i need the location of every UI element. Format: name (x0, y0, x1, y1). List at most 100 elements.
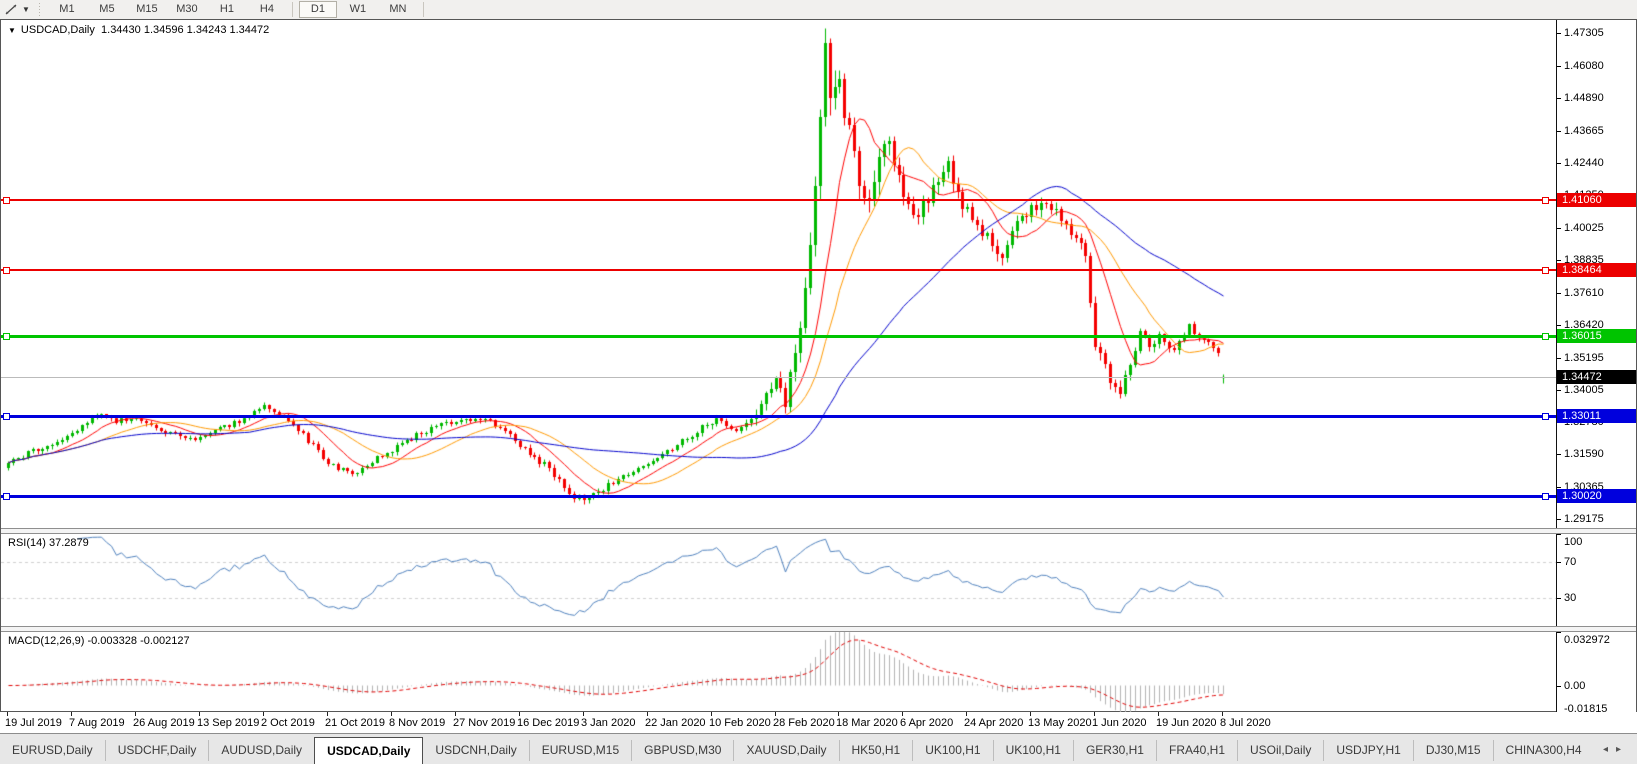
timeframe-button-h4[interactable]: H4 (259, 3, 274, 15)
line-drag-handle[interactable] (3, 267, 10, 274)
date-tick (199, 712, 200, 716)
date-label: 22 Jan 2020 (645, 717, 706, 729)
price-axis-label: 1.40025 (1564, 222, 1604, 234)
line-drag-handle[interactable] (1542, 333, 1549, 340)
chart-tab-uk100-h1[interactable]: UK100,H1 (912, 740, 992, 761)
chart-tab-eurusd-daily[interactable]: EURUSD,Daily (12, 743, 93, 757)
chart-tab-uk100-h1[interactable]: UK100,H1 (992, 740, 1073, 761)
timeframe-button-w1[interactable]: W1 (349, 3, 367, 15)
timeframe-button-m15[interactable]: M15 (136, 3, 158, 15)
date-tick (71, 712, 72, 716)
chart-tab-eurusd-m15[interactable]: EURUSD,M15 (528, 740, 631, 761)
chart-tab-xauusd-daily[interactable]: XAUUSD,Daily (733, 740, 838, 761)
date-tick (391, 712, 392, 716)
timeframe-button-m5[interactable]: M5 (99, 3, 115, 15)
chart-tab-usdcnh-daily[interactable]: USDCNH,Daily (435, 743, 517, 757)
price-axis-label: 1.37610 (1564, 287, 1604, 299)
line-drag-handle[interactable] (3, 333, 10, 340)
horizontal-line-1.30020[interactable] (1, 495, 1556, 498)
date-label: 21 Oct 2019 (325, 717, 385, 729)
price-badge-1.33011: 1.33011 (1557, 409, 1636, 423)
date-tick (902, 712, 903, 716)
price-axis[interactable]: 1.473051.460801.448901.436651.424401.412… (1557, 20, 1636, 528)
axis-tick (1557, 98, 1561, 99)
date-tick (327, 712, 328, 716)
date-label: 1 Jun 2020 (1092, 717, 1147, 729)
price-axis-label: 1.46080 (1564, 60, 1604, 72)
date-label: 13 May 2020 (1028, 717, 1092, 729)
date-tick (1222, 712, 1223, 716)
macd-canvas[interactable] (1, 632, 1556, 715)
date-label: 27 Nov 2019 (453, 717, 516, 729)
rsi-panel: RSI(14) 37.2879 100 70 30 (1, 534, 1636, 626)
rsi-axis-label: 70 (1564, 556, 1577, 568)
chart-tab-usoil-daily[interactable]: USOil,Daily (1237, 740, 1323, 761)
chart-tab-china300-h4[interactable]: CHINA300,H4 (1492, 740, 1594, 761)
toolbar-grip-handle[interactable] (37, 3, 42, 16)
line-drag-handle[interactable] (3, 197, 10, 204)
timeframe-button-mn[interactable]: MN (389, 3, 407, 15)
horizontal-line-1.33011[interactable] (1, 415, 1556, 418)
axis-tick (1557, 325, 1561, 326)
date-tick (455, 712, 456, 716)
chart-tab-audusd-daily[interactable]: AUDUSD,Daily (208, 740, 314, 761)
main-price-panel: ▼ USDCAD,Daily 1.34430 1.34596 1.34243 1.… (1, 20, 1636, 528)
chart-title: ▼ USDCAD,Daily 1.34430 1.34596 1.34243 1.… (8, 24, 269, 36)
chart-tab-usdjpy-h1[interactable]: USDJPY,H1 (1323, 740, 1412, 761)
quote-high: 1.34596 (143, 24, 184, 36)
date-tick (647, 712, 648, 716)
date-label: 2 Oct 2019 (261, 717, 315, 729)
line-drag-handle[interactable] (3, 493, 10, 500)
tabs-scroll-left-icon[interactable]: ◂ (1602, 744, 1616, 755)
candlestick-canvas[interactable] (1, 20, 1556, 528)
panel-splitter[interactable] (1, 626, 1636, 632)
line-drag-handle[interactable] (1542, 197, 1549, 204)
date-tick (838, 712, 839, 716)
timeframe-button-m30[interactable]: M30 (176, 3, 198, 15)
price-axis-label: 1.44890 (1564, 92, 1604, 104)
date-tick (583, 712, 584, 716)
rsi-plot-area[interactable]: RSI(14) 37.2879 (1, 534, 1557, 626)
date-axis[interactable]: 19 Jul 2019 7 Aug 2019 26 Aug 2019 13 Sep 2… (0, 712, 1637, 733)
date-label: 8 Nov 2019 (389, 717, 446, 729)
line-drag-handle[interactable] (1542, 493, 1549, 500)
price-badge-1.30020: 1.30020 (1557, 489, 1636, 503)
timeframe-toolbar: ▼ M1 M5 M15 M30 H1 H4 D1 W1 MN (0, 0, 1637, 20)
chart-tab-gbpusd-m30[interactable]: GBPUSD,M30 (631, 740, 733, 761)
horizontal-line-1.38464[interactable] (1, 269, 1556, 271)
rsi-canvas[interactable] (1, 534, 1556, 626)
chart-tab-dj30-m15[interactable]: DJ30,M15 (1412, 740, 1493, 761)
macd-axis[interactable]: 0.032972 0.00 -0.01815 (1557, 632, 1636, 715)
chart-tab-ger30-h1[interactable]: GER30,H1 (1072, 740, 1156, 761)
axis-tick (1557, 390, 1561, 391)
timeframe-button-m1[interactable]: M1 (59, 3, 75, 15)
trendline-cursor-icon[interactable]: ▼ (0, 1, 34, 18)
line-drag-handle[interactable] (1542, 267, 1549, 274)
axis-tick (1557, 598, 1561, 599)
macd-plot-area[interactable]: MACD(12,26,9) -0.003328 -0.002127 (1, 632, 1557, 715)
axis-tick (1557, 260, 1561, 261)
date-label: 24 Apr 2020 (964, 717, 1024, 729)
axis-tick (1557, 534, 1561, 535)
price-badge-1.41060: 1.41060 (1557, 193, 1636, 207)
horizontal-line-1.36015[interactable] (1, 335, 1556, 338)
axis-tick (1557, 293, 1561, 294)
chart-tab-hk50-h1[interactable]: HK50,H1 (838, 740, 913, 761)
price-plot-area[interactable]: ▼ USDCAD,Daily 1.34430 1.34596 1.34243 1.… (1, 20, 1557, 528)
price-axis-label: 1.42440 (1564, 157, 1604, 169)
chart-tabs-bar: EURUSD,Daily USDCHF,Daily AUDUSD,Daily USDC… (0, 733, 1637, 764)
panel-splitter[interactable] (1, 528, 1636, 534)
timeframe-button-d1[interactable]: D1 (298, 1, 337, 18)
line-drag-handle[interactable] (3, 413, 10, 420)
chart-tab-usdchf-daily[interactable]: USDCHF,Daily (104, 740, 209, 761)
line-drag-handle[interactable] (1542, 413, 1549, 420)
current-price-line (1, 377, 1556, 378)
horizontal-line-1.41060[interactable] (1, 199, 1556, 201)
timeframe-button-h1[interactable]: H1 (219, 3, 234, 15)
price-axis-label: 1.31590 (1564, 448, 1604, 460)
rsi-axis[interactable]: 100 70 30 (1557, 534, 1636, 626)
chart-tab-usdcad-daily[interactable]: USDCAD,Daily (314, 737, 424, 764)
tabs-scroll-right-icon[interactable]: ▸ (1615, 744, 1629, 755)
chart-tab-fra40-h1[interactable]: FRA40,H1 (1155, 740, 1237, 761)
axis-tick (1557, 686, 1561, 687)
